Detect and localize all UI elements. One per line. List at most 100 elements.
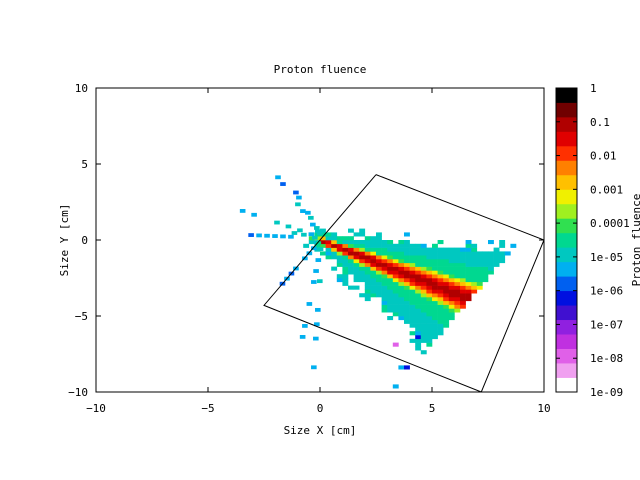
- heatmap-cell: [387, 289, 394, 294]
- heatmap-cell: [443, 255, 450, 260]
- heatmap-cell: [454, 251, 461, 256]
- heatmap-cell: [320, 232, 326, 237]
- heatmap-cell: [448, 293, 455, 298]
- heatmap-cell: [437, 323, 444, 328]
- heatmap-cell: [398, 300, 405, 305]
- heatmap-cell: [432, 312, 438, 317]
- heatmap-cell: [381, 240, 388, 245]
- heatmap-cell: [376, 274, 382, 279]
- heatmap-cell: [415, 312, 422, 317]
- heatmap-cell: [336, 278, 343, 283]
- heatmap-cell: [415, 319, 422, 324]
- heatmap-cell: [359, 278, 366, 283]
- heatmap-cell: [404, 247, 410, 252]
- heatmap-cell: [448, 274, 455, 279]
- heatmap-cell: [415, 274, 422, 279]
- heatmap-cell: [353, 251, 360, 256]
- heatmap-cell: [336, 247, 343, 252]
- heatmap-cell: [305, 210, 311, 215]
- heatmap-cell: [364, 251, 371, 256]
- heatmap-cell: [420, 335, 427, 340]
- heatmap-cell: [404, 255, 410, 260]
- heatmap-cell: [415, 270, 422, 275]
- heatmap-cell: [465, 289, 472, 294]
- heatmap-cell: [488, 255, 494, 260]
- heatmap-cell: [310, 222, 316, 227]
- heatmap-cell: [387, 308, 394, 313]
- heatmap-cell: [359, 251, 366, 256]
- colorbar-segment: [556, 247, 577, 263]
- heatmap-cell: [370, 289, 377, 294]
- heatmap-cell: [376, 270, 382, 275]
- heatmap-cell: [426, 285, 433, 290]
- heatmap-cell: [308, 236, 315, 241]
- heatmap-cell: [415, 323, 422, 328]
- heatmap-cell: [426, 308, 433, 313]
- colorbar-segment: [556, 363, 577, 378]
- heatmap-cell: [306, 251, 313, 256]
- colorbar-segment: [556, 290, 577, 306]
- heatmap-cell: [348, 259, 354, 264]
- heatmap-cell: [272, 234, 278, 238]
- heatmap-cell: [387, 240, 394, 245]
- heatmap-cell: [437, 266, 444, 271]
- heatmap-cell: [426, 281, 433, 286]
- heatmap-cell: [314, 247, 321, 252]
- heatmap-cell: [454, 259, 461, 264]
- heatmap-cell: [376, 278, 382, 283]
- heatmap-cell: [381, 281, 388, 286]
- heatmap-cell: [499, 240, 506, 245]
- heatmap-cell: [392, 297, 399, 302]
- heatmap-cell: [387, 255, 394, 260]
- heatmap-cell: [398, 285, 405, 290]
- heatmap-cell: [448, 285, 455, 290]
- heatmap-cell: [398, 266, 405, 271]
- heatmap-cell: [437, 259, 444, 264]
- heatmap-cell: [381, 259, 388, 264]
- heatmap-cell: [420, 255, 427, 260]
- heatmap-cell: [387, 262, 394, 267]
- heatmap-cell: [426, 323, 433, 328]
- heatmap-cell: [493, 262, 500, 267]
- colorbar-segment: [556, 218, 577, 234]
- heatmap-cell: [313, 269, 319, 273]
- heatmap-cell: [482, 270, 489, 275]
- heatmap-cell: [404, 297, 410, 302]
- colorbar-tick-label: 1e-08: [590, 352, 623, 365]
- heatmap-cell: [432, 308, 438, 313]
- heatmap-cell: [409, 251, 416, 256]
- heatmap-cell: [392, 274, 399, 279]
- heatmap-cell: [364, 285, 371, 290]
- heatmap-cell: [392, 384, 399, 389]
- heatmap-cell: [325, 255, 332, 260]
- heatmap-cell: [308, 232, 315, 237]
- heatmap-cell: [325, 240, 332, 245]
- heatmap-cell: [404, 289, 410, 294]
- heatmap-cell: [364, 236, 371, 241]
- colorbar-segment: [556, 102, 577, 118]
- heatmap-cell: [443, 247, 450, 252]
- colorbar-segment: [556, 348, 577, 364]
- heatmap-cell: [392, 243, 399, 248]
- heatmap-cell: [415, 259, 422, 264]
- heatmap-cell: [370, 262, 377, 267]
- heatmap-cell: [482, 251, 489, 256]
- heatmap-cell: [336, 243, 343, 248]
- heatmap-cell: [376, 243, 382, 248]
- heatmap-cell: [409, 323, 416, 328]
- heatmap-cell: [291, 231, 298, 235]
- heatmap-cell: [404, 285, 410, 290]
- heatmap-cell: [465, 270, 472, 275]
- heatmap-cell: [482, 262, 489, 267]
- heatmap-cell: [471, 247, 478, 252]
- heatmap-cell: [443, 308, 450, 313]
- heatmap-cell: [454, 266, 461, 271]
- heatmap-cell: [392, 270, 399, 275]
- heatmap-cell: [465, 259, 472, 264]
- heatmap-cell: [336, 255, 343, 260]
- heatmap-cell: [448, 270, 455, 275]
- heatmap-cell: [465, 285, 472, 290]
- heatmap-cell: [376, 293, 382, 298]
- heatmap-cell: [432, 331, 438, 336]
